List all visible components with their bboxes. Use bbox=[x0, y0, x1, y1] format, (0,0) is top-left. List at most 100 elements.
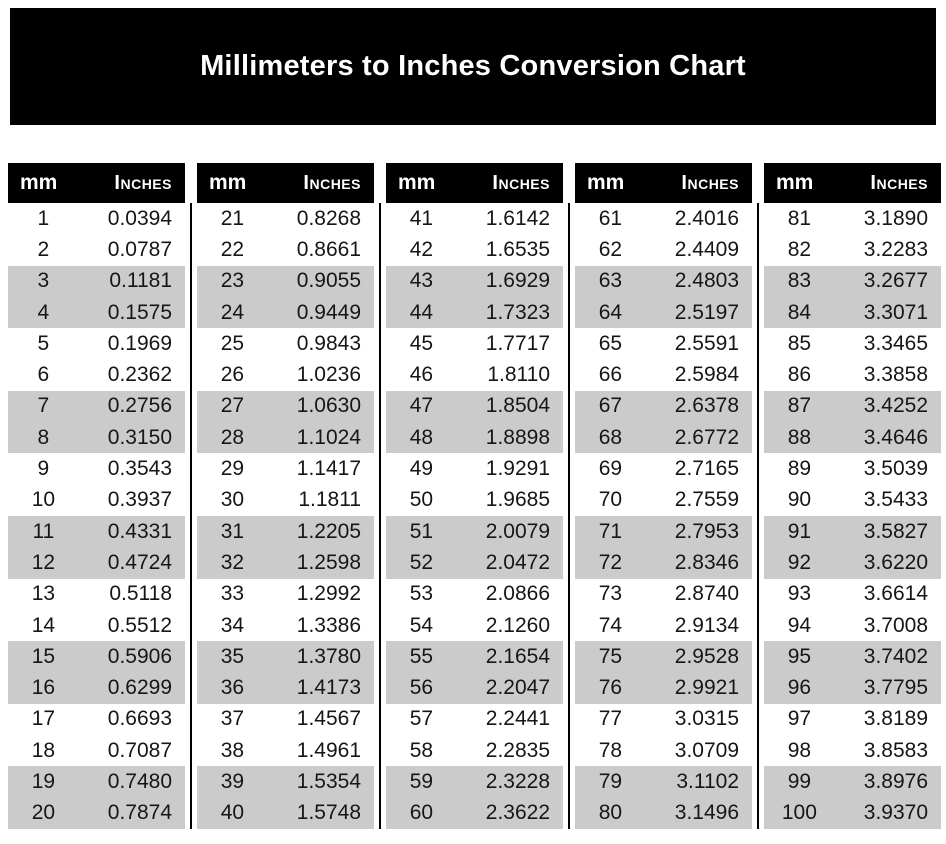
mm-value: 7 bbox=[37, 394, 50, 418]
mm-value: 91 bbox=[787, 519, 812, 543]
inches-value: 2.0079 bbox=[485, 519, 550, 543]
inches-value: 1.2598 bbox=[296, 550, 361, 574]
table-row: 97 3.8189 bbox=[764, 704, 941, 735]
mm-value: 46 bbox=[409, 363, 434, 387]
table-row: 53 2.0866 bbox=[386, 579, 563, 610]
table-row: 12 0.4724 bbox=[8, 547, 185, 579]
inches-value: 1.6929 bbox=[485, 269, 550, 293]
inches-header-label: Inches bbox=[303, 171, 361, 194]
mm-value: 4 bbox=[37, 300, 50, 324]
mm-value: 66 bbox=[598, 363, 623, 387]
mm-value: 41 bbox=[409, 206, 434, 230]
table-row: 79 3.1102 bbox=[575, 766, 752, 798]
table-row: 87 3.4252 bbox=[764, 390, 941, 423]
table-row: 54 2.1260 bbox=[386, 610, 563, 641]
mm-value: 83 bbox=[787, 269, 812, 293]
table-row: 45 1.7717 bbox=[386, 328, 563, 359]
inches-value: 0.8661 bbox=[296, 237, 361, 261]
mm-value: 68 bbox=[598, 425, 623, 449]
mm-value: 42 bbox=[409, 237, 434, 261]
table-row: 92 3.6220 bbox=[764, 547, 941, 579]
mm-value: 73 bbox=[598, 582, 623, 606]
conversion-column-1: mm Inches 1 0.0394 2 0.0787 3 0.1181 4 0.1575 5 0… bbox=[8, 163, 192, 829]
mm-value: 32 bbox=[220, 550, 245, 574]
inches-value: 0.7087 bbox=[107, 738, 172, 762]
table-row: 41 1.6142 bbox=[386, 203, 563, 234]
inches-value: 3.4252 bbox=[863, 394, 928, 418]
inches-value: 3.5433 bbox=[863, 488, 928, 512]
table-row: 83 3.2677 bbox=[764, 265, 941, 297]
inches-value: 2.1260 bbox=[485, 613, 550, 637]
mm-value: 2 bbox=[37, 237, 50, 261]
column-divider bbox=[757, 203, 759, 829]
inches-header-label: Inches bbox=[114, 171, 172, 194]
column-divider bbox=[190, 203, 192, 829]
mm-value: 31 bbox=[220, 519, 245, 543]
inches-value: 2.6378 bbox=[674, 394, 739, 418]
table-row: 74 2.9134 bbox=[575, 610, 752, 641]
table-row: 56 2.2047 bbox=[386, 672, 563, 704]
inches-value: 3.5827 bbox=[863, 519, 928, 543]
mm-value: 76 bbox=[598, 676, 623, 700]
inches-value: 0.9843 bbox=[296, 331, 361, 355]
table-row: 85 3.3465 bbox=[764, 328, 941, 359]
inches-value: 1.6142 bbox=[485, 206, 550, 230]
column-header: mm Inches bbox=[8, 163, 185, 203]
inches-value: 1.1024 bbox=[296, 425, 361, 449]
mm-value: 1 bbox=[37, 206, 50, 230]
inches-value: 1.2992 bbox=[296, 582, 361, 606]
inches-value: 3.0709 bbox=[674, 738, 739, 762]
mm-value: 44 bbox=[409, 300, 434, 324]
inches-value: 2.1654 bbox=[485, 644, 550, 668]
table-row: 64 2.5197 bbox=[575, 296, 752, 329]
inches-value: 1.2205 bbox=[296, 519, 361, 543]
mm-value: 95 bbox=[787, 644, 812, 668]
mm-value: 34 bbox=[220, 613, 245, 637]
mm-header-label: mm bbox=[209, 171, 247, 194]
inches-value: 0.1181 bbox=[109, 269, 172, 293]
table-row: 42 1.6535 bbox=[386, 234, 563, 265]
inches-value: 1.5748 bbox=[296, 801, 361, 825]
mm-value: 8 bbox=[37, 425, 50, 449]
mm-value: 35 bbox=[220, 644, 245, 668]
mm-value: 59 bbox=[409, 769, 434, 793]
mm-value: 49 bbox=[409, 457, 434, 481]
inches-value: 3.2677 bbox=[863, 269, 928, 293]
table-row: 98 3.8583 bbox=[764, 735, 941, 766]
table-row: 69 2.7165 bbox=[575, 453, 752, 484]
inches-value: 2.2047 bbox=[485, 676, 550, 700]
table-row: 82 3.2283 bbox=[764, 234, 941, 265]
table-row: 96 3.7795 bbox=[764, 672, 941, 704]
inches-value: 2.0866 bbox=[485, 582, 550, 606]
inches-value: 1.4173 bbox=[296, 676, 361, 700]
table-row: 15 0.5906 bbox=[8, 641, 185, 673]
mm-value: 10 bbox=[31, 488, 56, 512]
table-row: 34 1.3386 bbox=[197, 610, 374, 641]
table-row: 77 3.0315 bbox=[575, 704, 752, 735]
inches-value: 2.5591 bbox=[674, 331, 739, 355]
inches-value: 1.0630 bbox=[296, 394, 361, 418]
inches-value: 2.5984 bbox=[674, 363, 739, 387]
table-row: 22 0.8661 bbox=[197, 234, 374, 265]
table-row: 89 3.5039 bbox=[764, 453, 941, 484]
mm-value: 65 bbox=[598, 331, 623, 355]
table-row: 14 0.5512 bbox=[8, 610, 185, 641]
table-row: 61 2.4016 bbox=[575, 203, 752, 234]
mm-value: 93 bbox=[787, 582, 812, 606]
table-row: 28 1.1024 bbox=[197, 422, 374, 454]
table-row: 36 1.4173 bbox=[197, 672, 374, 704]
inches-value: 1.8110 bbox=[487, 363, 550, 387]
table-row: 29 1.1417 bbox=[197, 453, 374, 484]
mm-value: 18 bbox=[31, 738, 56, 762]
table-row: 93 3.6614 bbox=[764, 579, 941, 610]
inches-value: 3.4646 bbox=[863, 425, 928, 449]
mm-value: 57 bbox=[409, 707, 434, 731]
inches-value: 3.8976 bbox=[863, 769, 928, 793]
mm-value: 24 bbox=[220, 300, 245, 324]
table-row: 55 2.1654 bbox=[386, 641, 563, 673]
table-row: 99 3.8976 bbox=[764, 766, 941, 798]
inches-value: 2.2835 bbox=[485, 738, 550, 762]
inches-value: 0.5906 bbox=[107, 644, 172, 668]
inches-value: 0.1969 bbox=[107, 331, 172, 355]
table-row: 66 2.5984 bbox=[575, 359, 752, 390]
